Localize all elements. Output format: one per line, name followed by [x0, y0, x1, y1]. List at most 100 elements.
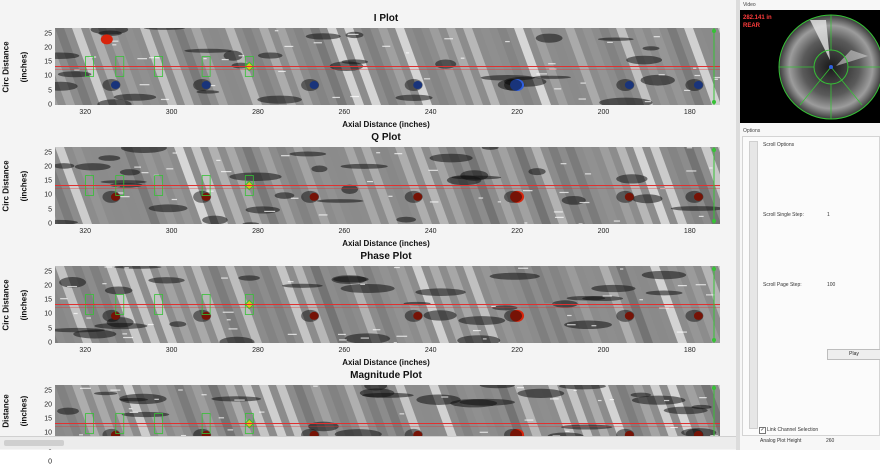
q-plot-area[interactable]	[55, 147, 720, 224]
defect-spot	[510, 79, 525, 92]
defect-shadow	[685, 428, 704, 436]
y-tick-label: 15	[44, 177, 52, 185]
scan-noise	[524, 419, 534, 421]
scan-noise	[287, 333, 297, 335]
scan-streak	[55, 81, 78, 91]
scan-noise	[607, 41, 613, 43]
video-direction-text: REAR	[743, 23, 761, 29]
scan-streak	[74, 163, 111, 171]
scan-noise	[313, 42, 322, 44]
scan-noise	[376, 152, 381, 154]
scan-streak	[582, 295, 624, 302]
scan-noise	[536, 73, 548, 75]
scroll-page-step-input[interactable]: 100	[827, 282, 836, 288]
panel-splitter[interactable]	[736, 0, 740, 450]
scan-noise	[111, 40, 119, 42]
y-tick-label: 5	[48, 87, 52, 95]
scan-noise	[382, 45, 391, 47]
scan-streak	[458, 316, 506, 326]
scan-noise	[686, 170, 697, 172]
scan-noise	[491, 305, 496, 308]
scan-noise	[67, 285, 78, 288]
scan-noise	[559, 191, 569, 194]
scan-band	[718, 28, 720, 34]
scan-noise	[74, 69, 80, 71]
scan-noise	[597, 399, 602, 402]
scan-streak	[632, 194, 663, 204]
defect-shadow	[616, 309, 635, 322]
i-plot-y-axis-label: Circ Distance (inches)	[1, 40, 29, 93]
scan-noise	[124, 267, 129, 269]
scan-noise	[553, 211, 563, 213]
scan-noise	[567, 314, 572, 317]
phase-plot-x-axis-label: Axial Distance (inches)	[342, 358, 430, 367]
x-tick-label: 280	[252, 109, 264, 116]
scan-streak	[121, 411, 170, 418]
scan-noise	[284, 45, 294, 48]
y-tick-label: 20	[44, 163, 52, 171]
scan-noise	[80, 387, 91, 389]
scan-noise	[79, 434, 83, 436]
scan-streak	[242, 222, 260, 224]
scan-streak	[597, 37, 634, 41]
y-tick-label: 15	[44, 415, 52, 423]
scan-noise	[205, 190, 214, 192]
link-channel-checkbox[interactable]: ✓	[759, 427, 766, 434]
play-button[interactable]: Play	[827, 349, 880, 360]
scan-noise	[565, 430, 570, 432]
scan-noise	[428, 169, 438, 171]
x-tick-label: 260	[338, 228, 351, 235]
scan-noise	[178, 389, 183, 391]
y-tick-label: 20	[44, 401, 52, 409]
horizontal-scroll-thumb[interactable]	[4, 440, 64, 446]
pipe-camera-image	[740, 10, 880, 123]
scan-streak	[429, 153, 473, 163]
scan-streak	[98, 155, 121, 161]
scan-noise	[699, 397, 707, 399]
scan-noise	[129, 411, 139, 413]
scan-noise	[552, 435, 561, 436]
scan-end-marker-cap	[712, 29, 716, 33]
analog-plot-height-label: Analog Plot Height	[760, 438, 802, 444]
scan-streak	[341, 184, 359, 194]
scan-end-marker-cap	[712, 148, 716, 152]
scan-streak	[148, 277, 185, 284]
phase-plot-area[interactable]	[55, 266, 720, 343]
scan-noise	[613, 220, 621, 222]
scan-streak	[219, 336, 255, 343]
scroll-single-step-input[interactable]: 1	[827, 212, 830, 218]
options-vertical-scrollbar[interactable]	[749, 141, 758, 429]
scan-noise	[160, 98, 169, 101]
phase-plot-y-ticks: 25 20 15 10 5 0	[34, 266, 52, 346]
defect-shadow	[301, 309, 320, 322]
scan-noise	[399, 413, 405, 415]
scan-noise	[472, 329, 481, 332]
scan-band	[701, 147, 720, 200]
scan-noise	[591, 325, 597, 327]
scan-streak	[670, 206, 720, 211]
scan-band	[55, 50, 75, 105]
scan-end-marker-cap	[712, 100, 716, 104]
magnitude-plot-area[interactable]	[55, 385, 720, 436]
x-tick-label: 280	[252, 228, 264, 235]
y-tick-label: 10	[44, 191, 52, 199]
y-tick-label: 10	[44, 429, 52, 437]
i-plot-area[interactable]	[55, 28, 720, 105]
scan-noise	[567, 324, 576, 326]
scan-streak	[517, 388, 565, 398]
defect-spot	[110, 81, 120, 90]
y-tick-label: 25	[44, 30, 52, 38]
scan-image	[55, 266, 720, 343]
scan-noise	[287, 281, 294, 283]
horizontal-scrollbar[interactable]	[0, 436, 736, 449]
video-position-text: 282.141 in	[743, 15, 772, 21]
scan-noise	[709, 167, 713, 169]
scan-streak	[457, 335, 501, 343]
scan-streak	[169, 321, 187, 327]
scan-streak	[257, 52, 283, 59]
analog-plot-height-value[interactable]: 260	[826, 438, 835, 444]
x-tick-label: 260	[338, 347, 351, 354]
scan-streak	[528, 168, 546, 176]
video-view[interactable]: 282.141 in REAR	[740, 10, 880, 123]
scan-noise	[171, 198, 178, 201]
